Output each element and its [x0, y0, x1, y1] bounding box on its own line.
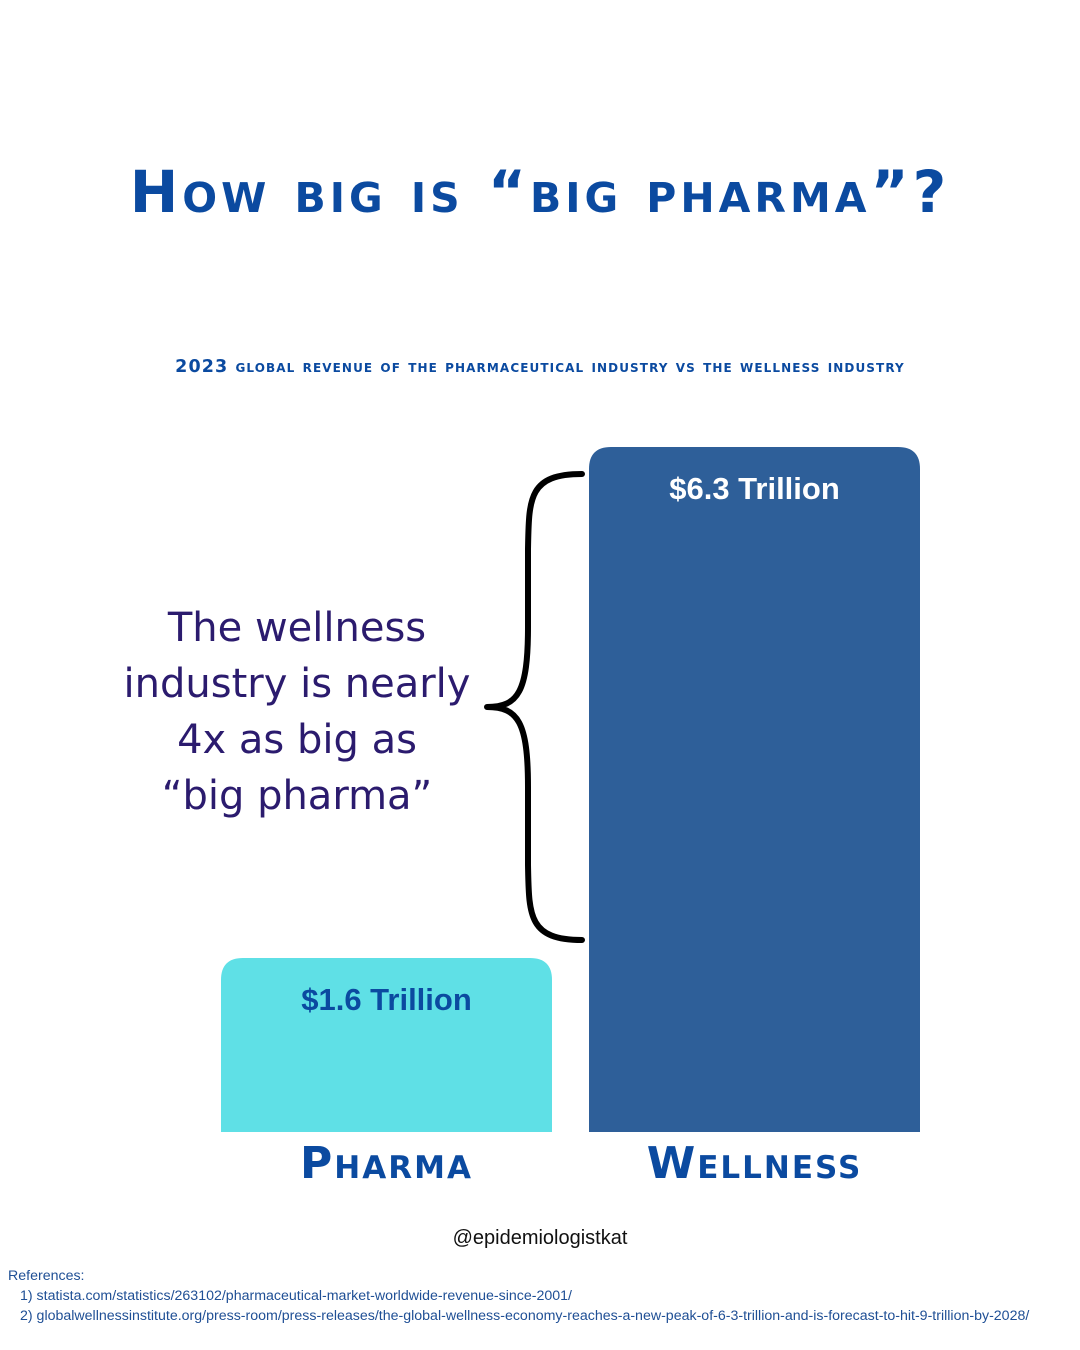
chart-title: How big is “big pharma”?: [129, 158, 951, 226]
references-label: References:: [8, 1268, 85, 1284]
reference-item[interactable]: 2) globalwellnessinstitute.org/press-roo…: [20, 1308, 1030, 1324]
bar-wellness: [589, 447, 920, 1132]
reference-item[interactable]: 1) statista.com/statistics/263102/pharma…: [20, 1288, 572, 1304]
category-label: Pharma: [300, 1138, 473, 1189]
author-handle: @epidemiologistkat: [452, 1227, 628, 1249]
data-label: $6.3 Trillion: [669, 471, 840, 506]
category-label: Wellness: [647, 1138, 863, 1189]
bar-pharma: [221, 958, 552, 1132]
annotation-line: 4x as big as: [177, 717, 417, 763]
curly-brace: [484, 471, 585, 944]
annotation-line: industry is nearly: [123, 661, 471, 707]
annotation-line: “big pharma”: [161, 773, 433, 819]
chart-subtitle: 2023 global revenue of the pharmaceutica…: [175, 357, 905, 377]
annotation-line: The wellness: [167, 605, 427, 651]
references: References: 1) statista.com/statistics/2…: [8, 1266, 1076, 1326]
comparison-annotation: The wellness industry is nearly 4x as bi…: [112, 600, 482, 824]
data-label: $1.6 Trillion: [301, 982, 472, 1017]
